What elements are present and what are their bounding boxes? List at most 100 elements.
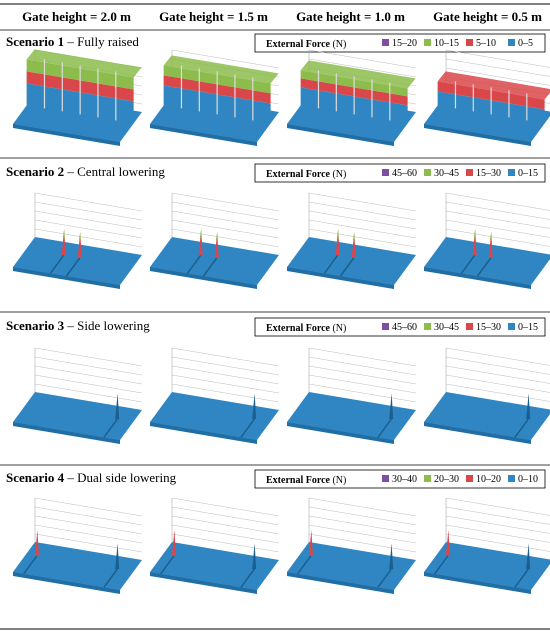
surface-side (150, 124, 257, 146)
legend-title: External Force (N) (266, 169, 346, 180)
grid-line (445, 228, 550, 247)
legend-swatch (508, 475, 515, 482)
spike-trough (460, 254, 476, 274)
legend-label: 30–45 (434, 168, 459, 179)
surface-side (150, 422, 257, 444)
surface-side (424, 124, 531, 146)
legend-box (254, 33, 546, 53)
spike (335, 229, 340, 256)
legend-swatch (382, 475, 389, 482)
grid-line (171, 515, 280, 535)
legend-swatch (466, 169, 473, 176)
legend-swatch (466, 39, 473, 46)
spike-tip (62, 229, 65, 238)
spike-trough (23, 555, 38, 575)
grid-line (171, 497, 280, 517)
surface-plot (12, 347, 143, 444)
grid-line (308, 365, 417, 385)
grid-line (445, 201, 550, 220)
surface-plot (12, 192, 143, 289)
scenario-description: – Dual side lowering (66, 470, 176, 485)
grid-line (445, 67, 550, 86)
surface-plot (149, 49, 280, 146)
surface-plot (286, 192, 417, 289)
grid-line (308, 210, 417, 230)
grid-line (445, 497, 550, 516)
spike (214, 232, 219, 258)
surface-side (424, 422, 531, 444)
surface-plot (423, 497, 550, 594)
legend-label: 15–30 (476, 322, 501, 333)
grid-line (445, 192, 550, 211)
grid-line (171, 506, 280, 526)
scenario-number: Scenario 4 (6, 470, 65, 485)
grid-line (308, 515, 417, 535)
legend-swatch (382, 169, 389, 176)
legend-label: 20–30 (434, 474, 459, 485)
grid-line (308, 58, 417, 78)
spike-tip (78, 232, 81, 240)
legend-unit: (N) (332, 39, 346, 50)
grid-line (445, 374, 550, 393)
grid-line (34, 533, 143, 553)
surface (424, 392, 550, 440)
legend: External Force (N) 45–60 30–45 15–30 0–15 (254, 163, 546, 183)
legend-box (254, 469, 546, 489)
grid-line (171, 219, 280, 239)
grid-line (171, 201, 280, 221)
spike (115, 543, 120, 570)
grid-line (171, 365, 280, 385)
spike-tip (352, 232, 355, 240)
scenario-number: Scenario 2 (6, 164, 64, 179)
surface-side (13, 422, 120, 444)
surface-side (150, 267, 257, 289)
legend-title-text: External Force (266, 475, 331, 486)
legend-label: 10–15 (434, 38, 459, 49)
spike (252, 543, 257, 570)
legend-swatch (382, 39, 389, 46)
spike (445, 529, 450, 556)
surface (150, 392, 279, 440)
scenario-title: Scenario 1 – Fully raised (6, 34, 139, 49)
spike-trough (103, 568, 118, 588)
surface-side (424, 267, 531, 289)
grid-line (308, 49, 417, 69)
surface (13, 542, 142, 590)
grid-line (308, 201, 417, 221)
spike-tip (215, 232, 218, 240)
spike (34, 529, 39, 556)
scenario-description: – Central lowering (66, 164, 165, 179)
spike-trough (377, 568, 392, 588)
grid-line (445, 347, 550, 366)
surface-plot (423, 347, 550, 444)
grid-line (445, 533, 550, 552)
ridge-top (26, 49, 142, 78)
surface (287, 392, 416, 440)
legend-swatch (424, 169, 431, 176)
grid-line (171, 356, 280, 376)
spike-trough (434, 555, 449, 575)
surface-side (13, 124, 120, 146)
grid-line (308, 383, 417, 403)
grid-line (445, 58, 550, 77)
column-header: Gate height = 1.5 m (159, 9, 268, 24)
surface-plot (149, 497, 280, 594)
grid-line (34, 365, 143, 385)
grid-line (34, 374, 143, 394)
spike (252, 393, 257, 420)
spike-tip (489, 232, 492, 240)
legend-unit: (N) (332, 323, 346, 334)
legend-label: 45–60 (392, 322, 417, 333)
grid-line (34, 219, 143, 239)
legend-title: External Force (N) (266, 39, 346, 50)
ridge-top (437, 71, 550, 100)
grid-line (308, 497, 417, 517)
grid-line (171, 533, 280, 553)
legend: External Force (N) 30–40 20–30 10–20 0–10 (254, 469, 546, 489)
surface-side (287, 124, 394, 146)
grid-line (34, 192, 143, 212)
spike (77, 232, 82, 258)
scenario-number: Scenario 3 (6, 318, 65, 333)
surface (424, 542, 550, 590)
grid-line (445, 219, 550, 238)
